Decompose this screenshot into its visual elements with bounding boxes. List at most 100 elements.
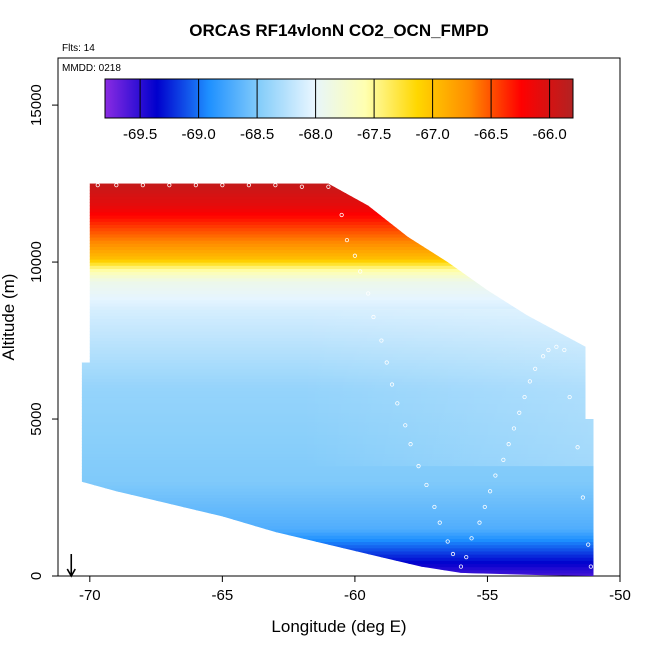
track-point: [580, 495, 585, 500]
colorbar-tick-label: -68.0: [298, 126, 332, 143]
date-note: MMDD: 0218: [62, 63, 121, 74]
track-point: [517, 410, 522, 415]
field-band: [81, 192, 594, 197]
track-point: [588, 564, 593, 569]
field-band: [81, 280, 594, 285]
field-band: [81, 265, 594, 269]
field-band: [81, 538, 594, 543]
field-band: [81, 211, 594, 216]
field-band: [81, 268, 594, 273]
y-tick-label: 0: [28, 572, 45, 580]
track-point: [384, 360, 389, 365]
field-band: [81, 196, 594, 200]
field-band: [81, 484, 594, 489]
track-point: [527, 379, 532, 384]
y-axis: 0 5000 10000 15000: [28, 84, 58, 580]
track-point: [469, 536, 474, 541]
track-point: [326, 184, 331, 189]
track-point: [437, 520, 442, 525]
track-point: [299, 184, 304, 189]
track-point: [371, 314, 376, 320]
track-point: [554, 344, 559, 349]
track-point: [511, 426, 517, 431]
field-band: [81, 189, 594, 194]
field-band: [81, 519, 594, 524]
field-band: [81, 236, 594, 241]
field-band: [81, 230, 594, 235]
field-band: [81, 183, 594, 185]
track-point: [403, 423, 408, 428]
track-point: [533, 366, 538, 371]
y-tick-label: 10000: [28, 241, 45, 283]
dive-arrow-icon: [66, 554, 76, 578]
field-band: [81, 522, 594, 527]
field-band: [81, 252, 594, 257]
track-point: [458, 564, 464, 569]
track-point: [379, 338, 384, 343]
field-band: [81, 271, 594, 276]
track-point: [416, 464, 421, 469]
field-band: [81, 258, 594, 263]
field-band: [81, 466, 594, 470]
track-point: [395, 401, 400, 406]
colorbar-tick-label: -69.0: [181, 126, 215, 143]
field-band: [81, 472, 594, 477]
field-band: [81, 469, 594, 473]
x-axis-label: Longitude (deg E): [271, 617, 406, 636]
field-band: [81, 488, 594, 492]
colorbar-tick-label: -67.0: [415, 126, 449, 143]
field-band: [81, 284, 594, 288]
field-band: [81, 541, 594, 546]
y-axis-label: Altitude (m): [0, 274, 18, 361]
field-band: [81, 205, 594, 210]
track-point: [493, 473, 498, 478]
colorbar-tick-label: -68.5: [240, 126, 274, 143]
field-band: [81, 202, 594, 207]
y-tick-label: 15000: [28, 84, 45, 126]
colorbar-tick-label: -66.5: [474, 126, 508, 143]
field-band: [81, 525, 594, 530]
track-point: [445, 539, 450, 544]
track-point: [567, 394, 572, 400]
track-point: [339, 212, 344, 218]
field-band: [81, 503, 594, 508]
track-point: [246, 183, 251, 188]
field-band: [81, 293, 594, 298]
colorbar-tick-label: -66.0: [532, 126, 566, 143]
track-point: [352, 253, 358, 258]
field-band: [81, 208, 594, 213]
x-tick-label: -50: [609, 587, 631, 604]
track-point: [522, 394, 527, 400]
track-point: [358, 269, 363, 274]
field-band: [81, 513, 594, 517]
track-point: [575, 445, 580, 450]
track-point: [541, 354, 546, 359]
track-point: [95, 183, 100, 188]
field-band: [81, 481, 594, 486]
field-band: [81, 475, 594, 480]
field-band: [81, 528, 594, 533]
track-point: [482, 504, 487, 510]
field-band: [81, 199, 594, 204]
colorbar-tick-label: -69.5: [123, 126, 157, 143]
field-band: [81, 255, 594, 260]
field-band: [81, 506, 594, 511]
x-tick-label: -60: [344, 587, 366, 604]
field-band: [81, 296, 594, 301]
track-point: [586, 542, 591, 547]
track-point: [450, 551, 456, 557]
track-point: [408, 442, 413, 447]
field-band: [81, 532, 594, 536]
field-band: [81, 290, 594, 295]
field-band: [81, 249, 594, 254]
y-tick-label: 5000: [28, 402, 45, 435]
field-band: [81, 497, 594, 502]
field-band: [81, 218, 594, 222]
track-point: [488, 489, 493, 494]
field-band: [81, 306, 594, 310]
track-point: [114, 183, 119, 188]
x-tick-label: -65: [212, 587, 234, 604]
field-band: [81, 221, 594, 225]
track-point: [140, 183, 145, 188]
